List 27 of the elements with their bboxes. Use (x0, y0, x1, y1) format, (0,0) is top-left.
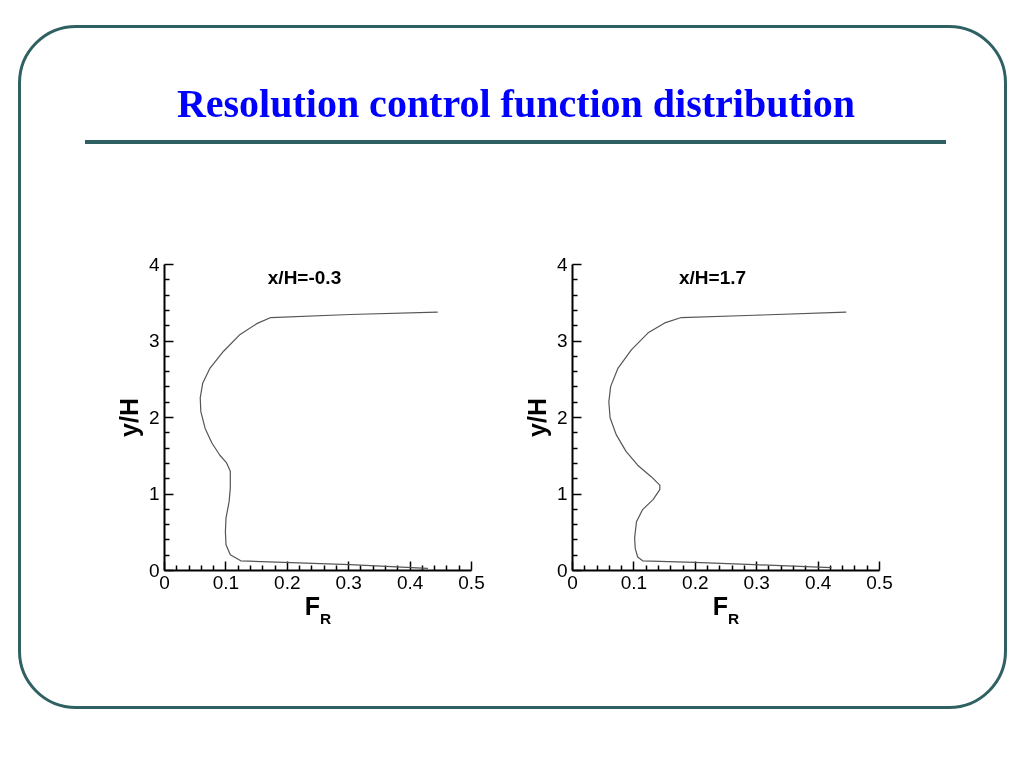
x-axis-title: F$_{R}$ (712, 591, 740, 626)
x-tick-label: 0.5 (458, 571, 485, 593)
x-tick-label: 0.1 (212, 571, 240, 593)
line-series (608, 311, 847, 569)
y-tick-label: 2 (556, 406, 568, 428)
y-axis-title: y/H (522, 398, 551, 437)
x-tick-label: 0.2 (682, 571, 709, 593)
chart-title: x/H=-0.3 (267, 267, 342, 288)
x-axis-title: F$_{R}$ (304, 591, 332, 626)
line-series (199, 311, 438, 570)
y-tick-label: 3 (556, 330, 568, 351)
x-tick-label: 0.3 (743, 571, 770, 593)
x-tick-label: 0.4 (396, 571, 424, 593)
y-tick-label: 1 (148, 483, 160, 504)
y-tick-label: 4 (148, 253, 160, 275)
y-tick-label: 2 (148, 406, 160, 428)
y-tick-label: 1 (556, 483, 568, 504)
text: Resolution control function distribution (175, 80, 857, 128)
y-axis-title: y/H (114, 398, 143, 437)
x-tick-label: 0.5 (866, 571, 893, 593)
x-tick-label: 0.1 (620, 571, 648, 593)
y-tick-label: 3 (148, 330, 160, 351)
x-tick-label: 0.4 (804, 571, 832, 593)
x-tick-label: 0.3 (335, 571, 362, 593)
chart-title: x/H=1.7 (678, 267, 747, 288)
y-tick-label: 4 (556, 253, 568, 275)
x-tick-label: 0.2 (274, 571, 301, 593)
